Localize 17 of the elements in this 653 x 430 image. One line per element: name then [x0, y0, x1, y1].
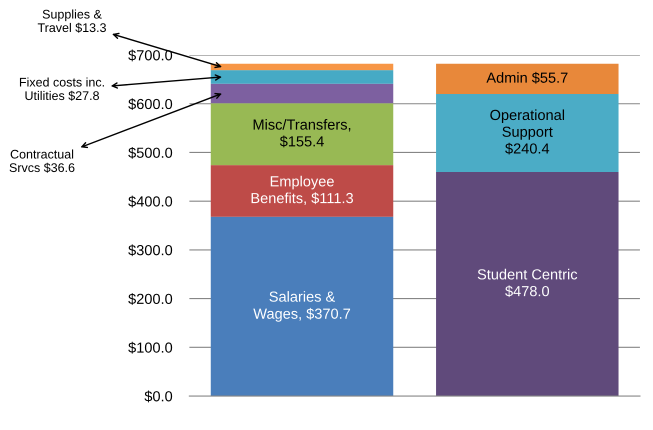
annotation: Admin $55.7 — [486, 72, 568, 84]
annotation: Student Centric $478.0 — [478, 268, 578, 298]
annotation: Operational Support $240.4 — [490, 109, 564, 155]
text: Contractual Srvcs $36.6 — [10, 149, 74, 173]
y-tick-label: $600.0 — [128, 98, 172, 110]
y-tick-label: $300.0 — [128, 244, 172, 256]
y-tick-label: $100.0 — [128, 342, 172, 354]
annotation: Salaries & Wages, $370.7 — [253, 291, 350, 322]
y-tick-label: $500.0 — [128, 146, 172, 159]
y-tick-label: $200.0 — [128, 293, 172, 305]
y-tick-label: $0.0 — [144, 390, 172, 402]
y-tick-label: $700.0 — [128, 50, 172, 62]
text: Fixed costs inc. Utilities $27.8 — [20, 77, 104, 101]
annotation: Employee Benefits, $111.3 — [252, 176, 353, 205]
text: Supplies & Travel $13.3 — [38, 9, 106, 33]
y-tick-label: $400.0 — [128, 196, 172, 208]
annotation: Misc/Transfers, $155.4 — [254, 119, 350, 148]
